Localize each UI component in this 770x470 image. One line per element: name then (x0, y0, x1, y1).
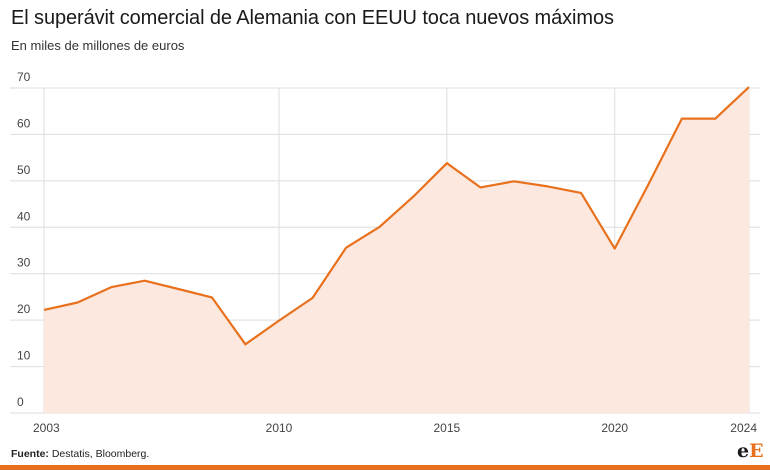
logo-small: e (737, 440, 750, 462)
y-tick-labels: 0 10 20 30 40 50 60 70 (17, 70, 31, 409)
data-points (43, 87, 750, 345)
series-line (43, 86, 750, 346)
y-tick-label: 10 (17, 349, 31, 363)
area-fill (44, 87, 749, 413)
source-text: Destatis, Bloomberg. (48, 448, 150, 460)
chart-subtitle: En miles de millones de euros (11, 38, 185, 53)
source-note: Fuente: Destatis, Bloomberg. (11, 448, 149, 460)
x-tick-label: 2010 (266, 421, 293, 435)
bottom-accent-bar (0, 465, 770, 470)
y-tick-label: 60 (17, 116, 31, 130)
y-tick-label: 20 (17, 302, 31, 316)
x-tick-label: 2003 (33, 421, 60, 435)
brand-logo: eE (737, 440, 764, 462)
chart-title: El superávit comercial de Alemania con E… (11, 7, 614, 29)
y-tick-label: 30 (17, 256, 31, 270)
y-tick-label: 40 (17, 209, 31, 223)
x-tick-label: 2015 (434, 421, 461, 435)
y-tick-label: 0 (17, 395, 24, 409)
y-tick-label: 70 (17, 70, 31, 84)
x-tick-label: 2024 (730, 421, 757, 435)
source-label: Fuente: (11, 448, 49, 460)
x-tick-labels: 2003 2010 2015 2020 2024 (33, 421, 757, 435)
x-tick-label: 2020 (601, 421, 628, 435)
y-tick-label: 50 (17, 163, 31, 177)
logo-big: E (749, 440, 764, 462)
